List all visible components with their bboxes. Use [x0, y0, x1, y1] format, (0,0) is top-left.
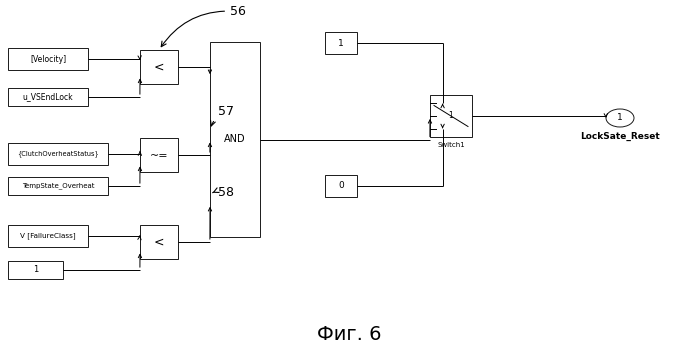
Bar [8, 177, 108, 195]
Bar [140, 225, 178, 259]
Text: Switch1: Switch1 [437, 142, 465, 148]
Bar [8, 143, 108, 165]
Bar [8, 88, 88, 106]
Text: 56: 56 [161, 5, 246, 47]
Bar [8, 261, 63, 279]
Text: 58: 58 [212, 186, 234, 199]
Text: {ClutchOverheatStatus}: {ClutchOverheatStatus} [17, 151, 99, 157]
Text: TempState_Overheat: TempState_Overheat [22, 183, 94, 190]
Text: 1: 1 [617, 113, 623, 122]
Text: [Velocity]: [Velocity] [30, 55, 66, 64]
Bar [430, 95, 472, 137]
Text: ~=: ~= [150, 150, 168, 160]
Bar [140, 138, 178, 172]
Bar [325, 32, 357, 54]
Text: 57: 57 [210, 105, 234, 126]
Text: V [FailureClass]: V [FailureClass] [20, 232, 75, 239]
Bar [210, 42, 260, 237]
Text: <: < [154, 235, 164, 248]
Bar [325, 175, 357, 197]
Bar [8, 48, 88, 70]
Text: 0: 0 [338, 182, 344, 191]
Text: 1: 1 [33, 265, 38, 274]
Text: LockSate_Reset: LockSate_Reset [580, 132, 660, 141]
Text: AND: AND [224, 135, 246, 144]
Text: <: < [154, 61, 164, 74]
Text: Фиг. 6: Фиг. 6 [317, 326, 382, 344]
Bar [140, 50, 178, 84]
Text: 1: 1 [449, 112, 454, 121]
Bar [8, 225, 88, 247]
Ellipse shape [606, 109, 634, 127]
Text: u_VSEndLock: u_VSEndLock [22, 92, 73, 101]
Text: 1: 1 [338, 39, 344, 48]
